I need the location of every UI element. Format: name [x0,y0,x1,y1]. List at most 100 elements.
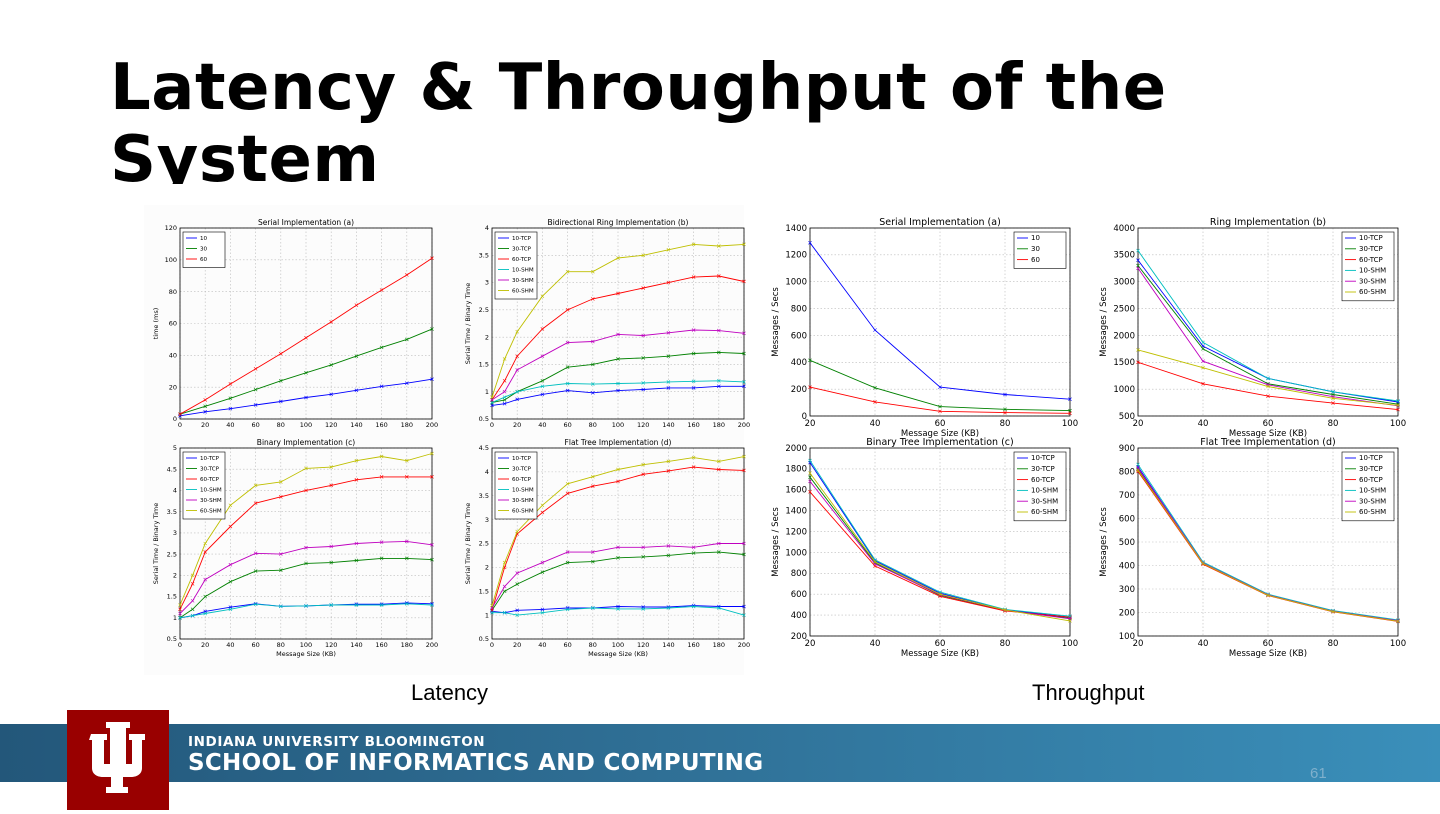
legend-box [1341,231,1395,302]
data-point [329,392,334,397]
data-point [808,458,812,463]
data-point [666,354,671,359]
data-point [691,551,696,555]
data-point [1136,360,1140,365]
data-point [278,568,283,573]
data-point [808,475,812,480]
x-tick-label: 100 [1390,419,1406,429]
data-point [716,274,721,278]
data-point [515,368,520,372]
data-point [540,327,545,331]
data-point [515,354,520,359]
legend-label: 60 [1031,256,1040,264]
data-point [404,381,409,386]
x-tick-label: 160 [375,641,387,649]
x-tick-label: 140 [662,641,674,649]
y-tick-label: 0.5 [479,635,489,643]
data-point [278,480,283,484]
x-tick-label: 160 [375,421,387,429]
data-point [228,406,233,411]
footer-bar [0,724,1440,782]
data-point [641,333,646,338]
data-point [1136,462,1140,467]
data-point [641,387,646,392]
data-point [404,556,409,561]
data-point [716,244,721,248]
x-tick-label: 40 [538,641,546,649]
data-point [565,340,570,345]
data-point [616,256,620,260]
x-tick-label: 60 [251,421,259,429]
data-point [515,529,520,534]
latency-ring-chart: Bidirectional Ring Implementation (b)0 20… [464,218,750,429]
data-point [540,354,545,359]
y-tick-label: 200 [791,632,807,642]
data-point [329,465,334,469]
legend-label: 10 [200,236,208,242]
y-tick-label: 1000 [785,548,807,558]
legend-label: 10-SHM [200,488,222,494]
data-point [228,382,233,386]
data-point [304,561,308,566]
data-point [742,331,746,336]
data-point [590,382,595,386]
data-point [430,256,434,261]
data-point [354,354,359,358]
y-tick-label: 3 [485,279,489,287]
data-point [641,472,646,477]
data-point [490,400,494,405]
x-tick-label: 80 [277,641,285,649]
data-point [616,332,620,337]
y-axis-label: Serial Time / Binary Time [464,283,472,365]
throughput-flat-tree-chart: Flat Tree Implementation (d) 20 40 60 80 100 1… [1099,437,1406,659]
x-tick-label: 40 [870,419,881,429]
x-tick-label: 20 [1133,419,1144,429]
chart-title: Flat Tree Implementation (d) [1200,437,1335,448]
data-point [253,602,258,607]
data-point [808,385,812,389]
data-point [938,404,942,409]
legend-label: 10-SHM [1359,487,1386,495]
y-tick-label: 1.5 [479,361,489,369]
y-tick-label: 800 [791,569,807,579]
y-axis-label: Messages / Secs [1099,287,1109,357]
x-tick-label: 60 [1263,419,1274,429]
data-point [278,351,283,356]
y-tick-label: 0.5 [167,635,177,643]
y-axis-label: Messages / Secs [771,287,781,357]
data-point [404,337,409,342]
y-tick-label: 1200 [785,527,807,537]
data-point [253,501,258,505]
data-point [190,573,195,578]
data-point [540,384,545,389]
data-point [329,560,334,565]
throughput-serial-chart: Serial Implementation (a)20 40 60 80 1000200… [771,217,1078,439]
data-point [329,603,334,607]
data-point [540,570,545,574]
data-point [742,552,746,557]
x-tick-label: 40 [226,421,234,429]
data-point [278,494,283,499]
data-point [178,412,182,417]
data-point [404,458,409,463]
data-point [565,381,570,386]
data-point [691,386,696,390]
data-point [502,398,507,402]
y-tick-label: 4 [485,224,489,232]
legend-label: 30-SHM [200,498,222,504]
data-point [742,468,746,473]
footer-school: SCHOOL OF INFORMATICS AND COMPUTING [188,750,764,776]
y-tick-label: 2 [173,572,177,580]
throughput-caption: Throughput [1032,680,1145,705]
data-point [1068,614,1072,618]
series-line [179,603,433,619]
data-point [379,454,384,459]
legend-label: 30-TCP [512,467,532,473]
data-point [354,603,359,607]
data-point [515,582,520,586]
legend-label: 10-TCP [1359,454,1383,462]
legend-label: 60-SHM [512,289,534,295]
data-point [203,611,208,616]
y-axis-label: Messages / Secs [1099,507,1109,577]
x-tick-label: 20 [1133,639,1144,649]
